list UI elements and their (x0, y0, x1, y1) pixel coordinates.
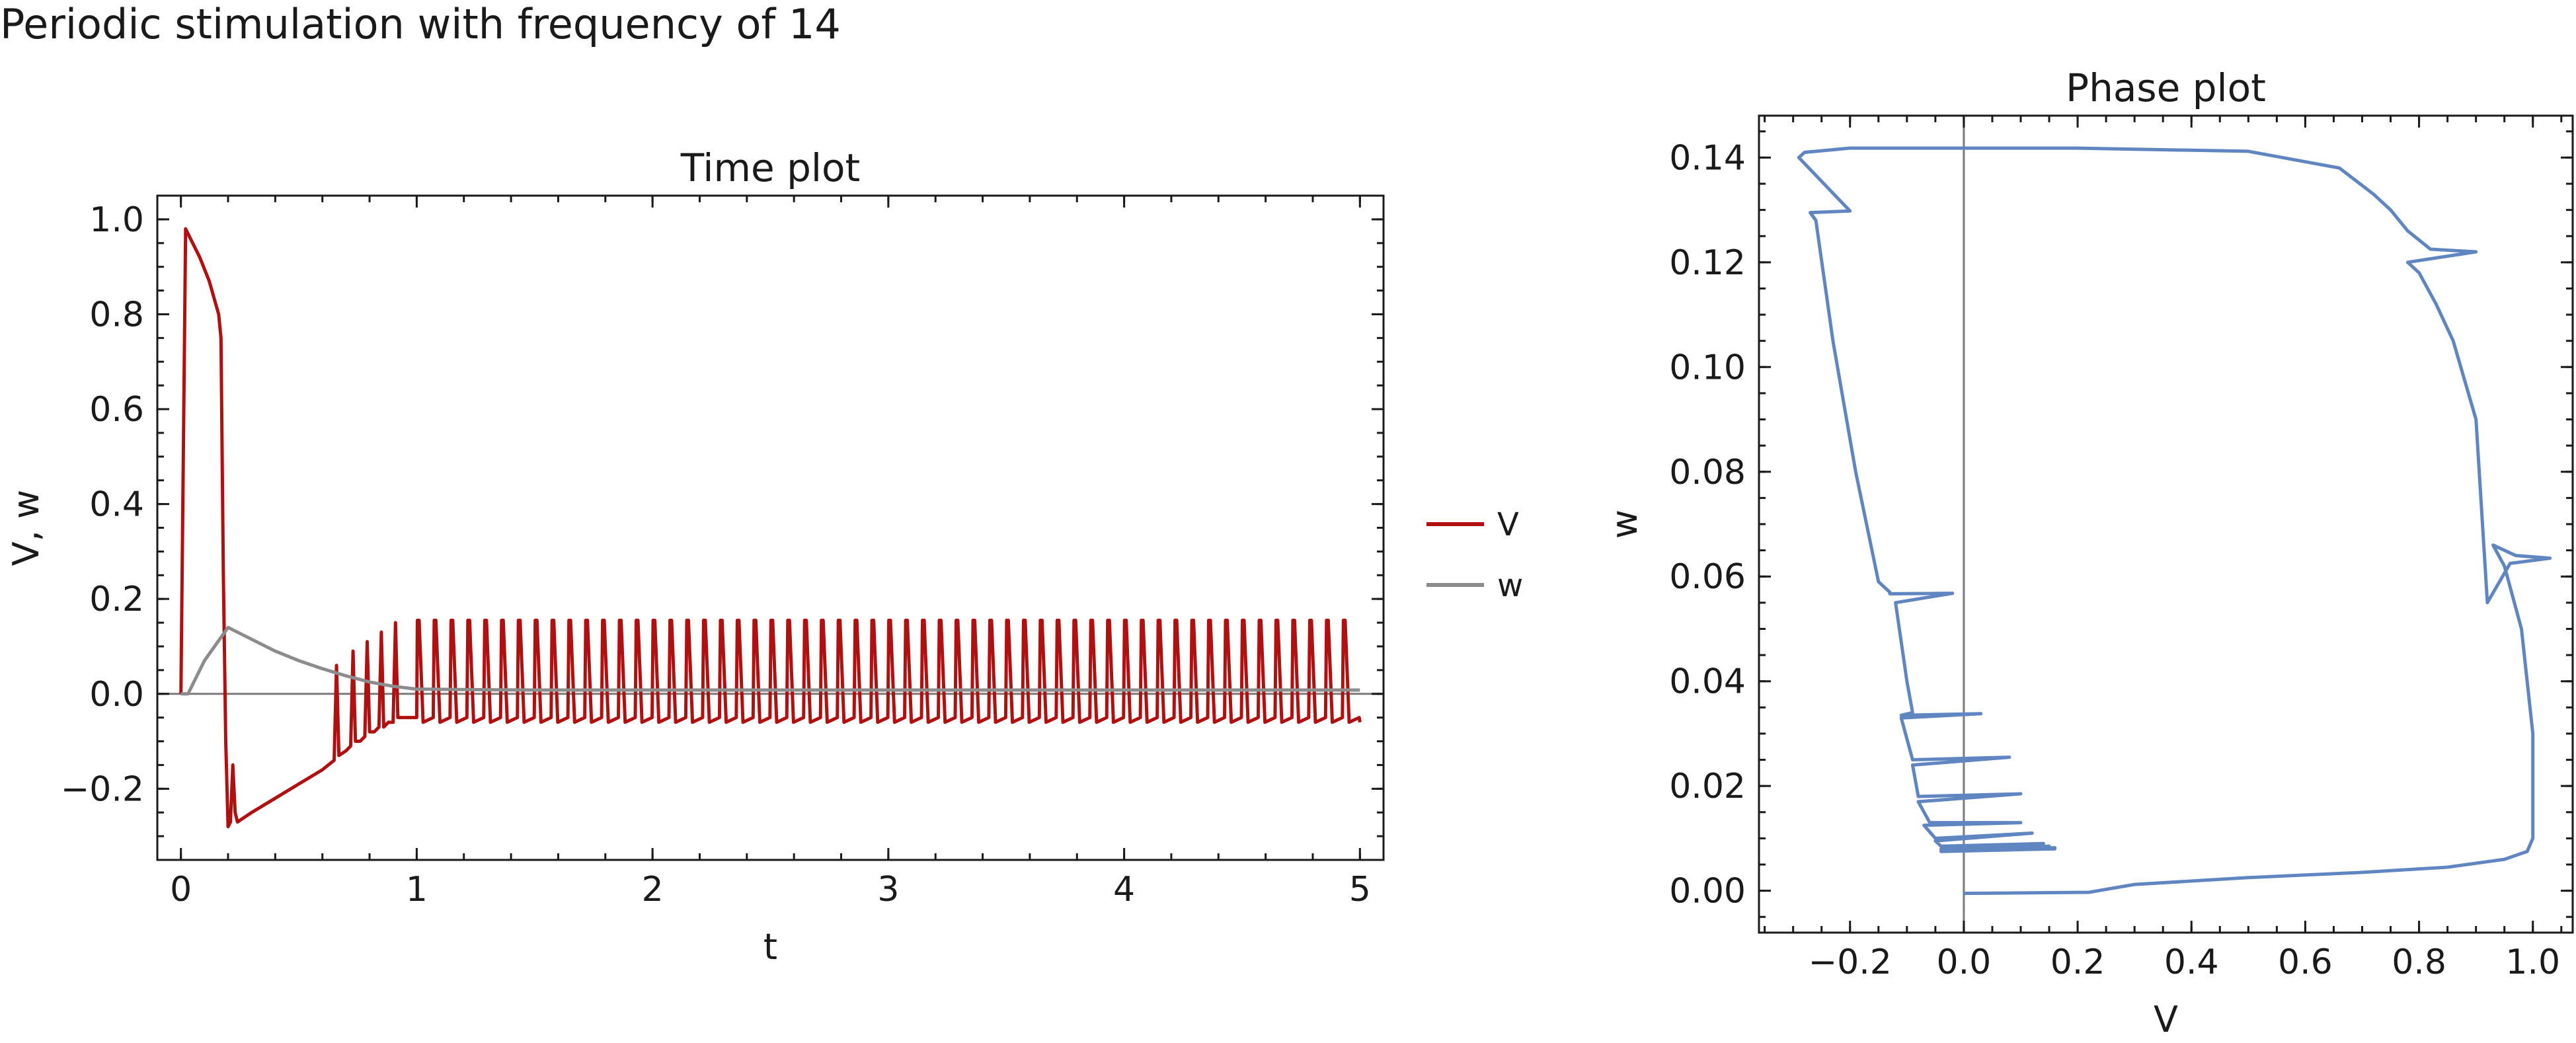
x-axis-label: V (2154, 999, 2178, 1040)
plot-area (179, 227, 1362, 829)
plot-title: Time plot (680, 145, 861, 190)
x-tick-label: 3 (877, 870, 899, 909)
legend: Vw (1426, 506, 1523, 604)
x-tick-label: 5 (1349, 870, 1371, 909)
y-tick-label: 0.0 (89, 675, 144, 715)
x-axis-label: t (763, 926, 777, 968)
y-tick-label: 0.00 (1669, 872, 1746, 911)
x-tick-label: 1 (406, 870, 428, 909)
plot-title: Phase plot (2066, 65, 2266, 110)
x-tick-label: −0.2 (1809, 943, 1892, 982)
y-tick-label: 0.8 (89, 295, 144, 334)
y-tick-label: 0.06 (1669, 557, 1746, 597)
plot-frame (156, 194, 1385, 861)
y-axis-label: w (1604, 510, 1645, 539)
y-tick-label: 1.0 (89, 200, 144, 240)
y-tick-label: 0.10 (1669, 348, 1746, 387)
x-tick-label: 0.2 (2050, 943, 2105, 982)
x-tick-label: 0.0 (1937, 943, 1992, 982)
x-tick-label: 4 (1113, 870, 1135, 909)
plot-frame (1758, 114, 2574, 934)
x-tick-label: 0.8 (2392, 943, 2446, 982)
x-tick-label: 1.0 (2505, 943, 2560, 982)
y-tick-label: 0.04 (1669, 662, 1746, 702)
y-tick-label: 0.02 (1669, 767, 1746, 806)
legend-label-v: V (1497, 506, 1519, 543)
x-tick-label: 0.4 (2164, 943, 2219, 982)
y-tick-label: 0.14 (1669, 138, 1746, 178)
series-line-0 (1797, 146, 2552, 896)
figure-title: Periodic stimulation with frequency of 1… (0, 0, 841, 48)
y-tick-label: 0.12 (1669, 243, 1746, 283)
y-tick-label: −0.2 (61, 769, 144, 809)
time-plot: 0 1 2 3 4 5 −0.2 0.0 0.2 0.4 0.6 0.8 1.0 Time plot t V,… (5, 145, 1523, 968)
x-tick-label: 0.6 (2278, 943, 2333, 982)
phase-plot: −0.2 0.0 0.2 0.4 0.6 0.8 1.0 0.00 0.02 0.04 0.06 0.… (1604, 65, 2574, 1040)
series-line-w (180, 625, 1360, 696)
plot-area (1797, 146, 2552, 896)
y-axis-label: V, w (5, 490, 47, 566)
y-tick-label: 0.08 (1669, 453, 1746, 492)
y-tick-label: 0.2 (89, 580, 144, 619)
series-line-v (179, 227, 1362, 829)
legend-label-w: w (1497, 567, 1523, 604)
x-tick-label: 2 (642, 870, 664, 909)
y-tick-label: 0.6 (89, 390, 144, 430)
y-tick-label: 0.4 (89, 485, 144, 525)
x-tick-label: 0 (170, 870, 192, 909)
